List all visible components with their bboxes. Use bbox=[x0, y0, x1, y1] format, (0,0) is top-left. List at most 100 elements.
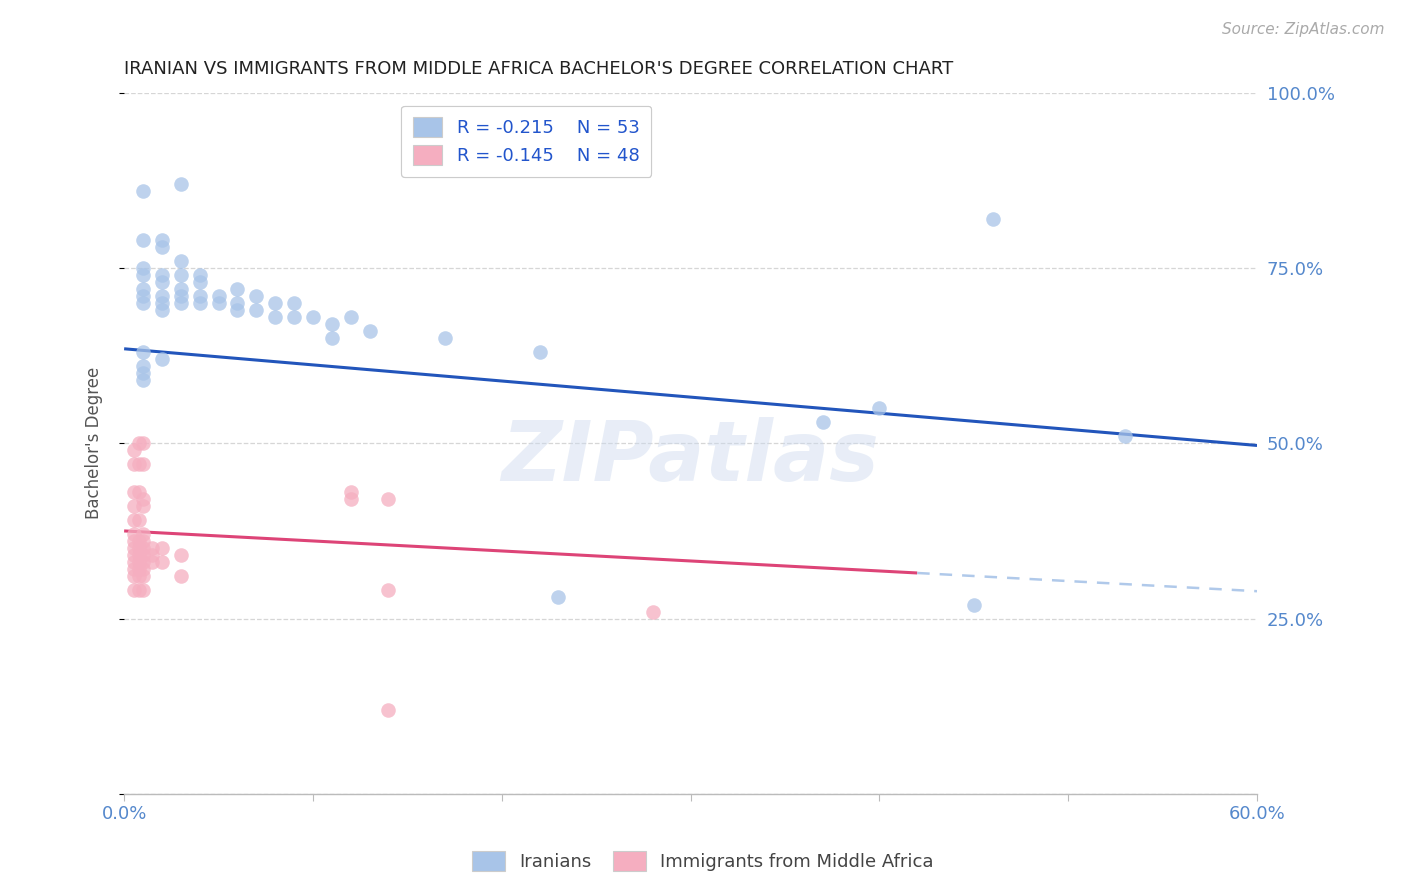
Point bbox=[132, 534, 155, 549]
Point bbox=[547, 591, 569, 605]
Point bbox=[132, 282, 155, 296]
Point bbox=[132, 233, 155, 247]
Point bbox=[132, 373, 155, 387]
Point bbox=[132, 289, 155, 303]
Point bbox=[132, 436, 155, 450]
Point bbox=[132, 184, 155, 198]
Point bbox=[141, 541, 163, 556]
Point bbox=[122, 569, 145, 583]
Point bbox=[170, 282, 193, 296]
Point bbox=[122, 534, 145, 549]
Point bbox=[359, 324, 381, 338]
Point bbox=[264, 310, 287, 325]
Point bbox=[132, 500, 155, 514]
Point bbox=[188, 275, 211, 289]
Point bbox=[122, 583, 145, 598]
Point bbox=[377, 703, 399, 717]
Point bbox=[150, 275, 173, 289]
Point bbox=[132, 527, 155, 541]
Point bbox=[641, 605, 664, 619]
Point bbox=[981, 212, 1004, 227]
Point bbox=[132, 261, 155, 276]
Point bbox=[150, 289, 173, 303]
Point bbox=[128, 583, 150, 598]
Point bbox=[150, 240, 173, 254]
Point bbox=[132, 296, 155, 310]
Point bbox=[122, 562, 145, 576]
Point bbox=[1114, 429, 1136, 443]
Point bbox=[128, 513, 150, 527]
Point bbox=[339, 485, 361, 500]
Point bbox=[868, 401, 890, 416]
Point bbox=[132, 541, 155, 556]
Point bbox=[226, 303, 249, 318]
Point bbox=[132, 569, 155, 583]
Point bbox=[339, 492, 361, 507]
Point bbox=[122, 443, 145, 458]
Point bbox=[811, 415, 834, 429]
Legend: R = -0.215    N = 53, R = -0.145    N = 48: R = -0.215 N = 53, R = -0.145 N = 48 bbox=[402, 105, 651, 177]
Point bbox=[132, 366, 155, 380]
Point bbox=[128, 436, 150, 450]
Point bbox=[150, 268, 173, 283]
Point bbox=[132, 492, 155, 507]
Point bbox=[128, 562, 150, 576]
Point bbox=[321, 331, 343, 345]
Point bbox=[132, 549, 155, 563]
Point bbox=[132, 556, 155, 570]
Point bbox=[141, 549, 163, 563]
Point bbox=[150, 541, 173, 556]
Point bbox=[128, 549, 150, 563]
Text: Source: ZipAtlas.com: Source: ZipAtlas.com bbox=[1222, 22, 1385, 37]
Point bbox=[132, 345, 155, 359]
Point bbox=[122, 500, 145, 514]
Point bbox=[122, 513, 145, 527]
Point bbox=[377, 492, 399, 507]
Text: IRANIAN VS IMMIGRANTS FROM MIDDLE AFRICA BACHELOR'S DEGREE CORRELATION CHART: IRANIAN VS IMMIGRANTS FROM MIDDLE AFRICA… bbox=[124, 60, 953, 78]
Point bbox=[170, 296, 193, 310]
Point bbox=[150, 233, 173, 247]
Point bbox=[170, 569, 193, 583]
Point bbox=[128, 541, 150, 556]
Point bbox=[122, 556, 145, 570]
Point bbox=[170, 254, 193, 268]
Point bbox=[170, 549, 193, 563]
Point bbox=[122, 541, 145, 556]
Point bbox=[170, 177, 193, 191]
Point bbox=[132, 562, 155, 576]
Text: ZIPatlas: ZIPatlas bbox=[502, 417, 880, 498]
Point bbox=[377, 583, 399, 598]
Point bbox=[283, 296, 305, 310]
Point bbox=[188, 268, 211, 283]
Y-axis label: Bachelor's Degree: Bachelor's Degree bbox=[86, 368, 103, 519]
Point bbox=[434, 331, 457, 345]
Point bbox=[264, 296, 287, 310]
Point bbox=[245, 289, 267, 303]
Point bbox=[122, 485, 145, 500]
Point bbox=[132, 458, 155, 472]
Point bbox=[207, 296, 229, 310]
Point bbox=[529, 345, 551, 359]
Point bbox=[128, 534, 150, 549]
Point bbox=[207, 289, 229, 303]
Point bbox=[321, 318, 343, 332]
Point bbox=[150, 303, 173, 318]
Point bbox=[150, 556, 173, 570]
Point bbox=[128, 485, 150, 500]
Point bbox=[226, 282, 249, 296]
Point bbox=[122, 458, 145, 472]
Point bbox=[122, 549, 145, 563]
Point bbox=[302, 310, 325, 325]
Point bbox=[245, 303, 267, 318]
Legend: Iranians, Immigrants from Middle Africa: Iranians, Immigrants from Middle Africa bbox=[465, 844, 941, 879]
Point bbox=[128, 569, 150, 583]
Point bbox=[122, 527, 145, 541]
Point bbox=[188, 289, 211, 303]
Point bbox=[132, 359, 155, 374]
Point bbox=[283, 310, 305, 325]
Point bbox=[132, 268, 155, 283]
Point bbox=[128, 458, 150, 472]
Point bbox=[170, 289, 193, 303]
Point bbox=[132, 583, 155, 598]
Point bbox=[150, 352, 173, 367]
